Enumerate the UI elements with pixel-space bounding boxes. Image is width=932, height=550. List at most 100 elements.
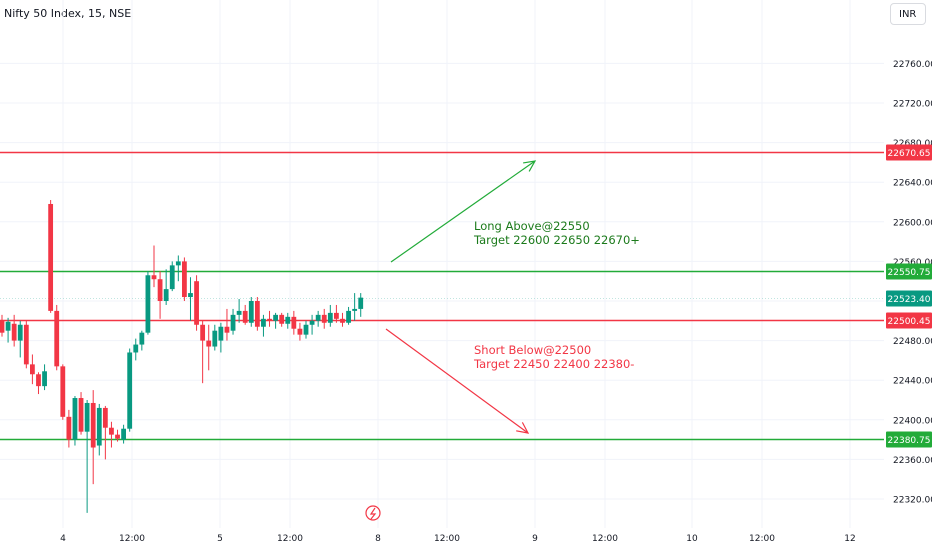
chart-title: Nifty 50 Index, 15, NSE bbox=[4, 7, 132, 20]
y-tick-1: 22360.00 bbox=[893, 456, 932, 466]
candle-body-36 bbox=[218, 326, 224, 341]
short-arrow-head bbox=[516, 422, 530, 434]
candle-body-26 bbox=[157, 279, 163, 301]
candle-body-5 bbox=[30, 364, 35, 375]
level-label-0: 22670.65 bbox=[888, 149, 931, 159]
annotation-0-line-0: Long Above@22550 bbox=[474, 219, 590, 233]
y-tick-4: 22480.00 bbox=[893, 337, 932, 347]
x-tick-7: 12:00 bbox=[592, 534, 618, 544]
candle-body-34 bbox=[206, 340, 212, 347]
x-tick-6: 9 bbox=[532, 534, 538, 544]
candle-body-52 bbox=[315, 314, 321, 321]
candle-body-43 bbox=[261, 318, 266, 327]
candle-body-44 bbox=[267, 318, 272, 321]
candle-body-57 bbox=[346, 310, 351, 323]
candle-body-28 bbox=[169, 265, 175, 290]
event-icon-bolt bbox=[369, 507, 377, 520]
candle-body-45 bbox=[273, 314, 278, 321]
candle-body-17 bbox=[102, 407, 108, 428]
candle-body-49 bbox=[297, 328, 303, 335]
level-tag-1 bbox=[886, 263, 932, 280]
candle-body-51 bbox=[309, 320, 315, 325]
candle-body-32 bbox=[194, 281, 199, 325]
candle-body-25 bbox=[151, 275, 157, 280]
candle-body-30 bbox=[182, 261, 187, 298]
candle-body-23 bbox=[139, 332, 145, 345]
annotation-1-line-0: Short Below@22500 bbox=[474, 343, 591, 357]
x-tick-2: 5 bbox=[217, 534, 223, 544]
x-tick-4: 8 bbox=[375, 534, 381, 544]
level-label-3: 22500.45 bbox=[888, 317, 931, 327]
candle-body-56 bbox=[340, 318, 345, 323]
x-tick-1: 12:00 bbox=[119, 534, 145, 544]
candle-body-55 bbox=[334, 312, 339, 319]
candle-body-14 bbox=[84, 402, 90, 432]
y-tick-3: 22440.00 bbox=[893, 377, 932, 387]
y-tick-10: 22720.00 bbox=[893, 100, 932, 110]
candle-body-0 bbox=[0, 320, 5, 333]
y-tick-11: 22760.00 bbox=[893, 60, 932, 70]
long-arrow-head bbox=[523, 160, 537, 172]
candle-body-59 bbox=[358, 297, 364, 309]
candle-body-42 bbox=[254, 301, 260, 327]
candle-body-33 bbox=[200, 324, 206, 341]
candle-body-46 bbox=[279, 314, 285, 324]
level-label-2: 22523.40 bbox=[888, 295, 931, 305]
candle-body-6 bbox=[36, 374, 41, 387]
candle-body-37 bbox=[224, 326, 230, 333]
candle-body-50 bbox=[303, 324, 309, 335]
candle-body-4 bbox=[23, 324, 29, 365]
candle-body-41 bbox=[248, 301, 254, 323]
x-tick-0: 4 bbox=[60, 534, 66, 544]
candle-body-21 bbox=[127, 352, 133, 429]
candle-body-53 bbox=[321, 314, 327, 323]
candle-body-7 bbox=[42, 371, 47, 387]
candle-body-39 bbox=[236, 310, 242, 315]
event-icon[interactable] bbox=[365, 505, 381, 521]
candle-body-8 bbox=[48, 203, 54, 311]
level-label-4: 22380.75 bbox=[888, 436, 931, 446]
candle-body-54 bbox=[327, 312, 333, 323]
candle-body-22 bbox=[133, 344, 139, 353]
candle-body-15 bbox=[90, 402, 96, 448]
y-tick-2: 22400.00 bbox=[893, 416, 932, 426]
y-tick-7: 22600.00 bbox=[893, 218, 932, 228]
candle-body-20 bbox=[121, 428, 126, 440]
short-arrow-shaft bbox=[385, 328, 529, 434]
candle-body-12 bbox=[72, 398, 78, 440]
candle-body-58 bbox=[352, 308, 358, 311]
candle-body-48 bbox=[291, 316, 297, 329]
candle-body-11 bbox=[66, 416, 72, 440]
candle-body-31 bbox=[188, 293, 193, 298]
level-label-1: 22550.75 bbox=[888, 268, 931, 278]
level-tag-3 bbox=[886, 312, 932, 329]
candle-body-47 bbox=[285, 316, 291, 324]
level-tag-2 bbox=[886, 290, 932, 307]
x-tick-9: 12:00 bbox=[749, 534, 775, 544]
y-tick-6: 22560.00 bbox=[893, 258, 932, 268]
y-tick-9: 22680.00 bbox=[893, 139, 932, 149]
x-tick-10: 12 bbox=[844, 534, 855, 544]
annotation-1-line-1: Target 22450 22400 22380- bbox=[473, 357, 634, 371]
candle-body-3 bbox=[17, 324, 23, 341]
candle-body-24 bbox=[145, 275, 151, 333]
annotation-0-line-1: Target 22600 22650 22670+ bbox=[473, 233, 640, 247]
x-tick-3: 12:00 bbox=[277, 534, 303, 544]
candle-body-18 bbox=[109, 427, 114, 435]
candle-body-16 bbox=[96, 407, 102, 446]
candle-body-13 bbox=[78, 398, 84, 432]
x-tick-8: 10 bbox=[686, 534, 698, 544]
candle-body-1 bbox=[5, 321, 11, 331]
candle-body-35 bbox=[212, 330, 218, 347]
candle-body-29 bbox=[175, 261, 181, 266]
candle-body-10 bbox=[60, 366, 66, 417]
y-tick-8: 22640.00 bbox=[893, 179, 932, 189]
long-arrow-shaft bbox=[390, 160, 536, 263]
x-tick-5: 12:00 bbox=[434, 534, 460, 544]
candle-body-2 bbox=[11, 323, 17, 341]
candle-body-19 bbox=[115, 434, 120, 439]
currency-button[interactable]: INR bbox=[890, 3, 926, 25]
y-tick-0: 22320.00 bbox=[893, 496, 932, 506]
candle-body-9 bbox=[54, 310, 60, 367]
